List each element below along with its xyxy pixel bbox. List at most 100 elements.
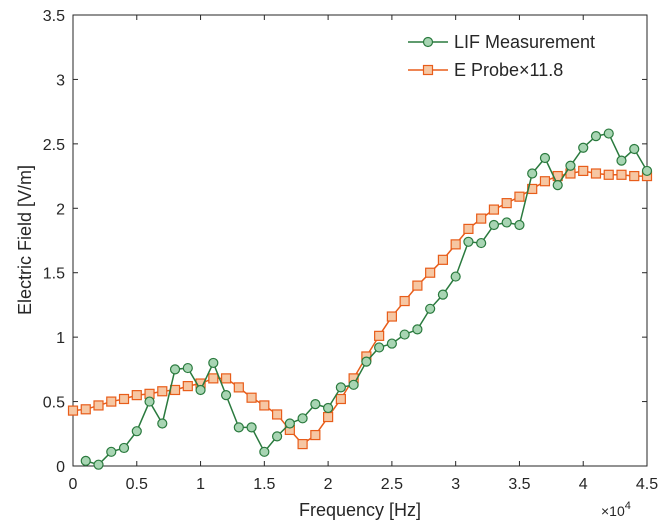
data-point-eprobe: [629, 170, 640, 182]
data-point-lif: [552, 179, 563, 191]
series-line-eprobe: [72, 170, 647, 446]
data-point-eprobe: [259, 400, 270, 411]
legend-label-eprobe: E Probe×11.8: [454, 60, 563, 80]
data-point-eprobe: [450, 239, 461, 250]
data-point-lif: [590, 131, 602, 142]
data-point-eprobe: [514, 191, 525, 202]
data-point-eprobe: [106, 396, 117, 407]
data-point-eprobe: [578, 165, 589, 177]
data-point-lif: [578, 142, 589, 153]
data-point-lif: [399, 329, 410, 340]
x-tick-label: 3.5: [508, 476, 530, 493]
data-point-lif: [106, 446, 117, 457]
data-point-lif: [501, 217, 512, 228]
y-axis-title: Electric Field [V/m]: [15, 165, 35, 315]
data-point-lif: [348, 379, 359, 390]
y-axis-ticks: 0 0.5 1 1.5 2 2.5 3 3.5: [43, 8, 647, 476]
data-point-lif: [450, 271, 461, 282]
data-point-eprobe: [118, 393, 130, 405]
data-point-eprobe: [67, 405, 79, 416]
series-layer: [67, 128, 653, 470]
y-tick-label: 3: [56, 72, 65, 89]
data-point-lif: [527, 168, 538, 179]
y-tick-label: 2: [56, 201, 65, 218]
data-point-eprobe: [182, 381, 193, 392]
data-point-lif: [374, 342, 385, 353]
data-point-lif: [335, 382, 346, 393]
data-point-lif: [488, 219, 500, 231]
y-tick-label: 2.5: [43, 137, 65, 154]
x-tick-label: 3: [451, 476, 460, 493]
data-point-eprobe: [425, 267, 436, 278]
x-tick-label: 2.5: [381, 476, 403, 493]
data-point-lif: [412, 324, 423, 335]
data-point-eprobe: [603, 169, 614, 180]
data-point-eprobe: [399, 295, 410, 307]
data-point-eprobe: [246, 392, 257, 403]
data-point-eprobe: [220, 373, 232, 384]
series-eprobe: [67, 165, 653, 450]
data-point-lif: [323, 402, 334, 414]
data-point-lif: [425, 303, 436, 314]
x-tick-label: 0.5: [126, 476, 148, 493]
data-point-lif: [233, 422, 244, 433]
data-point-eprobe: [233, 382, 244, 393]
data-point-lif: [259, 446, 270, 457]
x-axis-multiplier-exponent: 4: [625, 500, 631, 512]
data-point-lif: [361, 356, 372, 367]
data-point-lif: [310, 399, 321, 410]
x-tick-label: 2: [324, 476, 333, 493]
data-point-lif: [565, 160, 576, 171]
plot-area-frame: [72, 14, 648, 467]
data-point-lif: [616, 155, 627, 166]
y-tick-label: 3.5: [43, 8, 65, 25]
data-point-lif: [118, 442, 130, 454]
legend-marker-lif: [422, 36, 434, 48]
data-point-lif: [131, 426, 142, 437]
series-lif: [80, 128, 653, 470]
data-point-eprobe: [93, 400, 104, 411]
data-point-eprobe: [386, 311, 397, 322]
data-point-eprobe: [169, 384, 181, 396]
legend: LIF Measurement E Probe×11.8: [408, 32, 595, 80]
data-point-lif: [246, 422, 257, 433]
data-point-eprobe: [297, 438, 308, 450]
data-point-eprobe: [476, 213, 487, 224]
y-tick-label: 0.5: [43, 395, 65, 412]
data-point-lif: [271, 431, 283, 442]
data-point-lif: [220, 390, 232, 401]
data-point-lif: [476, 237, 487, 249]
x-tick-label: 4.5: [636, 476, 658, 493]
data-point-eprobe: [271, 409, 283, 420]
data-point-lif: [386, 338, 397, 349]
data-point-eprobe: [310, 429, 321, 441]
y-tick-label: 1.5: [43, 266, 65, 283]
data-point-lif: [514, 219, 525, 231]
data-point-eprobe: [374, 330, 385, 341]
data-point-lif: [603, 128, 614, 139]
y-tick-label: 0: [56, 459, 65, 476]
y-tick-label: 1: [56, 330, 65, 347]
data-point-eprobe: [590, 168, 602, 179]
x-axis-ticks: 0 0.5 1 1.5 2 2.5 3 3.5 4 4.5: [69, 15, 658, 493]
data-point-eprobe: [208, 373, 219, 384]
data-point-lif: [463, 236, 474, 247]
data-point-eprobe: [463, 223, 474, 235]
data-point-lif: [641, 165, 653, 177]
x-axis-multiplier-base: ×10: [601, 503, 625, 519]
data-point-lif: [539, 152, 551, 164]
data-point-lif: [195, 384, 206, 396]
data-point-eprobe: [131, 390, 142, 401]
data-point-lif: [144, 396, 155, 407]
x-tick-label: 4: [579, 476, 588, 493]
x-axis-title: Frequency [Hz]: [299, 500, 421, 520]
data-point-eprobe: [80, 404, 91, 415]
x-tick-label: 0: [69, 476, 78, 493]
data-point-lif: [182, 362, 193, 374]
series-line-lif: [85, 132, 648, 466]
data-point-lif: [437, 289, 449, 300]
x-tick-label: 1: [196, 476, 205, 493]
legend-marker-eprobe: [422, 64, 434, 76]
